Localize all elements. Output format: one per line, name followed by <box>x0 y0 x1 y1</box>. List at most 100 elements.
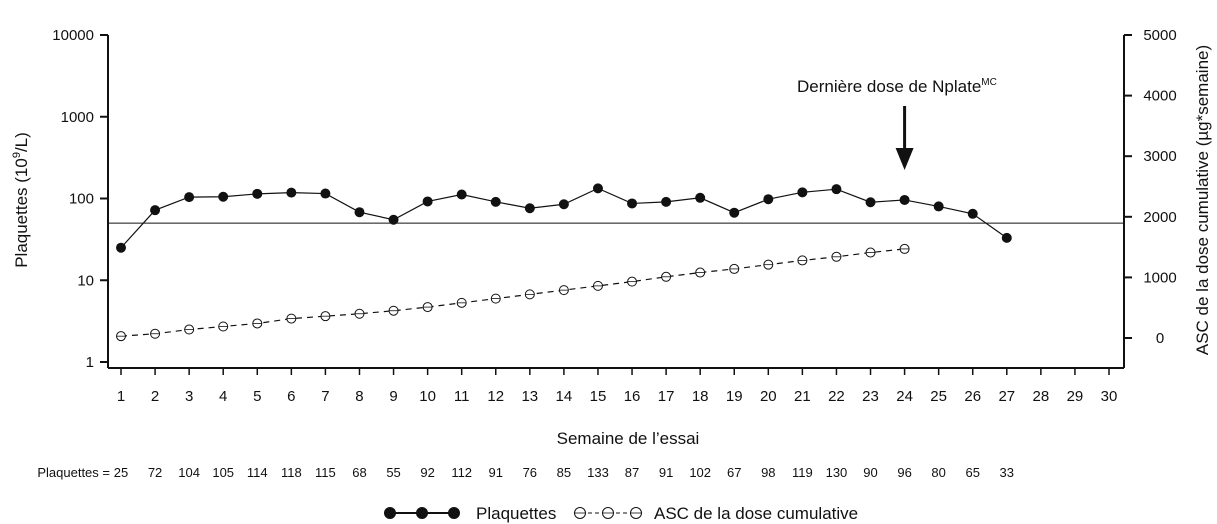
legend: Plaquettes ASC de la dose cumulative <box>384 504 858 523</box>
x-axis-label: Semaine de l’essai <box>557 429 700 448</box>
left-tick-label: 1 <box>86 354 94 371</box>
x-tick-label: 17 <box>658 388 675 405</box>
platelet-row-value: 119 <box>792 465 813 480</box>
x-tick-label: 12 <box>487 388 504 405</box>
series-points <box>116 183 1012 342</box>
x-tick-label: 8 <box>355 388 363 405</box>
x-tick-label: 24 <box>896 388 913 405</box>
left-tick-label: 100 <box>69 191 94 208</box>
annotation-label: Dernière dose de NplateMC <box>797 77 997 96</box>
platelet-row: 25 72 104 105 114 118 115 68 55 92 112 91 76 85 133 87 9… <box>114 465 1014 480</box>
platelet-row-value: 112 <box>451 465 472 480</box>
right-tick-label: 4000 <box>1143 88 1176 105</box>
plaquettes-point <box>286 187 297 198</box>
plaquettes-point <box>490 196 501 207</box>
x-tick-label: 2 <box>151 388 159 405</box>
right-axis-ticks: 0 1000 2000 3000 4000 5000 <box>1124 27 1177 347</box>
x-tick-label: 15 <box>590 388 607 405</box>
legend-marker-filled <box>384 507 460 519</box>
platelet-row-value: 33 <box>1000 465 1014 480</box>
platelet-row-value: 68 <box>352 465 366 480</box>
x-tick-label: 19 <box>726 388 743 405</box>
platelet-row-value: 130 <box>826 465 848 480</box>
platelet-row-label: Plaquettes = <box>37 465 110 480</box>
x-tick-label: 26 <box>964 388 981 405</box>
right-tick-label: 0 <box>1156 330 1164 347</box>
plaquettes-point <box>150 205 161 216</box>
plaquettes-point <box>627 198 638 209</box>
plaquettes-point <box>558 199 569 210</box>
platelet-row-value: 76 <box>523 465 537 480</box>
x-tick-label: 11 <box>454 388 470 405</box>
plaquettes-point <box>252 188 263 199</box>
x-tick-label: 23 <box>862 388 879 405</box>
left-tick-label: 10 <box>77 272 94 289</box>
plaquettes-point <box>729 207 740 218</box>
legend-label-asc: ASC de la dose cumulative <box>654 504 858 523</box>
legend-dot-filled <box>448 507 460 519</box>
plaquettes-point <box>695 192 706 203</box>
right-axis-label: ASC de la dose cumulative (µg*semaine) <box>1193 45 1212 355</box>
platelet-row-value: 115 <box>315 465 336 480</box>
platelet-row-value: 91 <box>489 465 503 480</box>
platelet-row-value: 114 <box>247 465 268 480</box>
x-tick-label: 7 <box>321 388 329 405</box>
left-axis-ticks: 1 10 100 1000 10000 <box>52 27 108 371</box>
plaquettes-point <box>354 207 365 218</box>
x-tick-label: 16 <box>624 388 641 405</box>
right-tick-label: 1000 <box>1143 269 1176 286</box>
x-tick-label: 3 <box>185 388 193 405</box>
plaquettes-point <box>763 194 774 205</box>
platelet-row-value: 133 <box>587 465 609 480</box>
x-tick-label: 20 <box>760 388 777 405</box>
platelet-row-value: 91 <box>659 465 673 480</box>
plaquettes-point <box>184 192 195 203</box>
platelet-row-value: 98 <box>761 465 775 480</box>
plaquettes-point <box>388 214 399 225</box>
x-axis-ticks: 1 2 3 4 5 6 7 8 9 10 11 12 13 14 15 16 17 18 19 20 21 22 23 24 2… <box>117 368 1117 405</box>
plaquettes-point <box>116 242 126 253</box>
platelet-row-value: 96 <box>897 465 911 480</box>
platelet-row-value: 67 <box>727 465 741 480</box>
left-axis-label: Plaquettes (109/L) <box>11 132 31 268</box>
plaquettes-point <box>797 187 808 198</box>
x-tick-label: 14 <box>556 388 573 405</box>
plaquettes-point <box>456 189 467 200</box>
x-tick-label: 27 <box>998 388 1015 405</box>
platelet-row-value: 65 <box>965 465 979 480</box>
x-tick-label: 28 <box>1033 388 1050 405</box>
right-tick-label: 2000 <box>1143 209 1176 226</box>
plaquettes-point <box>422 196 433 207</box>
platelet-row-value: 80 <box>931 465 945 480</box>
left-tick-label: 1000 <box>61 109 94 126</box>
x-tick-label: 4 <box>219 388 227 405</box>
platelet-row-value: 25 <box>114 465 128 480</box>
x-tick-label: 1 <box>117 388 125 405</box>
plaquettes-point <box>967 208 978 219</box>
annotation-group <box>895 106 914 170</box>
left-tick-label: 10000 <box>52 27 94 44</box>
platelet-row-value: 72 <box>148 465 162 480</box>
series-line-asc <box>120 248 905 337</box>
plaquettes-point <box>320 188 331 199</box>
x-tick-label: 10 <box>419 388 436 405</box>
x-tick-label: 21 <box>794 388 811 405</box>
platelet-row-value: 55 <box>386 465 400 480</box>
plaquettes-point <box>899 194 910 205</box>
platelet-row-value: 104 <box>178 465 200 480</box>
x-tick-label: 9 <box>389 388 397 405</box>
plaquettes-point <box>831 184 842 195</box>
platelet-row-value: 85 <box>557 465 571 480</box>
x-tick-label: 25 <box>930 388 947 405</box>
plaquettes-point <box>933 201 944 212</box>
plot-frame <box>107 35 1125 369</box>
plaquettes-point <box>1001 232 1012 243</box>
right-tick-label: 3000 <box>1143 148 1176 165</box>
plaquettes-point <box>524 203 535 214</box>
plaquettes-point <box>661 196 672 207</box>
platelet-row-value: 87 <box>625 465 639 480</box>
platelet-row-value: 105 <box>212 465 234 480</box>
x-tick-label: 6 <box>287 388 295 405</box>
series-lines <box>120 187 1008 337</box>
